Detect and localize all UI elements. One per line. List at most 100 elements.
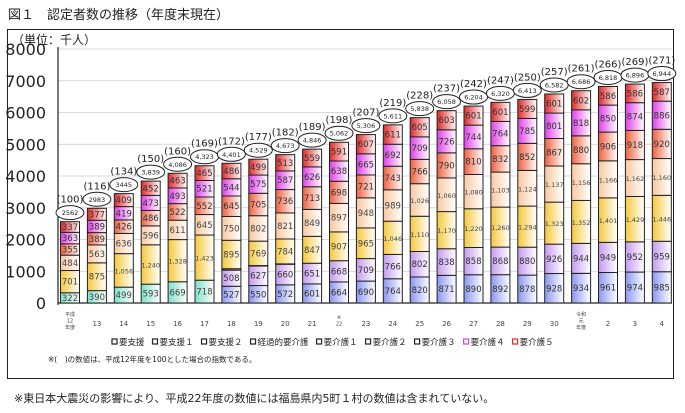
x-tick-label: 18: [227, 320, 236, 328]
total-ellipse: [136, 164, 166, 180]
data-label: 486: [223, 167, 239, 177]
data-label: 638: [331, 167, 347, 177]
data-label: 337: [62, 223, 78, 233]
data-label: 880: [573, 146, 589, 156]
total-label: 6,582: [545, 81, 564, 89]
legend-swatch: [200, 338, 208, 345]
data-label: 1,423: [195, 255, 214, 263]
x-tick-label: 27: [469, 320, 478, 328]
index-label: (198): [326, 115, 353, 126]
data-label: 818: [573, 119, 589, 129]
data-label: 790: [438, 161, 454, 171]
bar-segment: [86, 207, 107, 221]
data-label: 832: [492, 155, 508, 165]
data-label: 521: [196, 185, 212, 195]
bar-segment: [355, 134, 376, 155]
data-label: 1,137: [545, 181, 564, 189]
bar-segment: [544, 93, 565, 114]
legend-swatch: [315, 338, 323, 345]
index-label: (228): [406, 91, 433, 102]
x-tick-label: 30: [550, 320, 559, 328]
total-label: 4,846: [303, 137, 322, 145]
data-label: 750: [223, 224, 239, 234]
index-label: (160): [164, 146, 191, 157]
data-label: 949: [600, 253, 616, 263]
x-tick-label: ※: [337, 315, 341, 321]
total-label: 6,944: [652, 70, 671, 78]
total-label: 6,896: [626, 72, 645, 80]
data-label: 599: [519, 105, 535, 115]
total-ellipse: [163, 156, 193, 172]
index-label: (169): [191, 139, 218, 150]
data-label: 499: [250, 163, 266, 173]
unit-label: （単位：千人）: [12, 32, 96, 47]
data-label: 1,240: [141, 261, 160, 269]
data-label: 605: [412, 123, 428, 133]
x-tick-label: 4: [660, 320, 665, 328]
x-tick-label: 元: [579, 319, 584, 325]
data-label: 627: [250, 272, 266, 282]
data-label: 985: [654, 283, 670, 293]
data-label: 850: [600, 115, 616, 125]
data-label: 880: [519, 257, 535, 267]
data-label: 892: [492, 285, 508, 295]
data-label: 664: [331, 288, 347, 298]
bar-segment: [60, 221, 80, 233]
x-tick-label: 25: [415, 320, 424, 328]
total-ellipse: [324, 125, 354, 141]
bar-segment: [302, 148, 323, 168]
x-tick-label: 24: [388, 320, 397, 328]
legend-swatch: [413, 338, 421, 345]
index-label: (250): [514, 72, 541, 83]
legend-label: 要介護３: [422, 337, 456, 348]
data-label: 868: [492, 257, 508, 267]
bar-segment: [167, 172, 188, 189]
data-label: 1,170: [437, 227, 456, 235]
total-label: 6,320: [491, 90, 510, 98]
total-label: 5,611: [383, 112, 402, 120]
data-label: 764: [492, 130, 508, 140]
data-label: 522: [169, 208, 185, 218]
legend-swatch: [111, 338, 118, 345]
data-label: 527: [223, 291, 239, 301]
total-ellipse: [378, 108, 408, 124]
x-tick-label: 21: [308, 320, 317, 328]
legend-label: 要支援２: [209, 337, 243, 348]
data-label: 473: [143, 199, 159, 209]
data-label: 559: [304, 154, 320, 164]
index-label: (257): [541, 67, 568, 78]
data-label: 784: [277, 247, 293, 257]
data-label: 499: [116, 291, 132, 301]
bar-segment: [409, 117, 430, 138]
total-ellipse: [351, 118, 381, 134]
legend-label: 要介護５: [520, 337, 554, 348]
data-label: 463: [169, 177, 185, 187]
total-label: 5,062: [330, 130, 349, 138]
total-label: 6,686: [572, 78, 591, 86]
bar-segment: [140, 180, 161, 196]
index-label: (271): [648, 56, 675, 67]
data-label: 363: [62, 234, 78, 244]
data-label: 1,401: [599, 217, 618, 225]
data-label: 944: [573, 254, 589, 264]
total-ellipse: [55, 205, 85, 221]
data-label: 871: [438, 285, 454, 295]
data-label: 1,352: [572, 219, 591, 227]
index-label: (269): [621, 57, 648, 68]
data-label: 572: [277, 290, 293, 300]
data-label: 377: [89, 210, 105, 220]
data-label: 586: [600, 92, 616, 102]
data-label: 701: [62, 278, 78, 288]
data-label: 918: [627, 141, 643, 151]
data-label: 1,328: [168, 258, 187, 266]
total-ellipse: [243, 142, 273, 158]
data-label: 601: [465, 112, 481, 122]
data-label: 847: [304, 246, 320, 256]
data-label: 961: [600, 284, 616, 294]
total-ellipse: [459, 89, 488, 105]
data-label: 849: [304, 219, 320, 229]
data-label: 810: [465, 158, 481, 168]
data-label: 852: [519, 153, 535, 163]
total-label: 5,838: [410, 105, 429, 113]
